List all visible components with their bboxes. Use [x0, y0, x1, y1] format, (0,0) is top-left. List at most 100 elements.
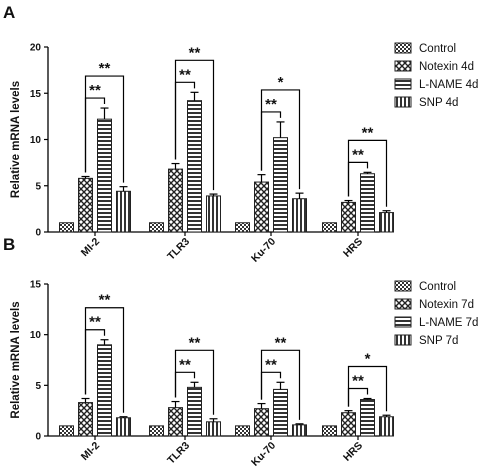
- bar-mi-2-l-name-4d: [97, 118, 112, 233]
- significance-label: **: [352, 373, 364, 390]
- significance-bracket: [84, 307, 125, 413]
- x-tick-label-mi-2: MI-2: [79, 236, 102, 259]
- bar-ku-70-control: [235, 222, 250, 233]
- significance-label: **: [179, 66, 191, 83]
- significance-bracket: [347, 365, 388, 412]
- legend-label: L-NAME 7d: [419, 317, 478, 329]
- bar-ku-70-l-name-7d: [273, 388, 288, 437]
- legend-swatch: [394, 78, 412, 90]
- y-tick-label: 10: [30, 135, 42, 146]
- panel-b: B Relative mRNA levels 0 5 10 15 MI-2 ** ** TLR3 *…: [3, 235, 478, 469]
- significance-label: **: [189, 44, 201, 61]
- bar-hrs-l-name-7d: [360, 399, 375, 437]
- y-tick-label: 15: [30, 280, 42, 291]
- panel-a: A Relative mRNA levels 0 5 10 15 20 MI-2 ** ** TLR…: [3, 3, 478, 265]
- legend-label: Control: [419, 43, 456, 55]
- significance-label: **: [99, 60, 111, 77]
- legend-label: Notexin 7d: [419, 299, 474, 311]
- legend-label: L-NAME 4d: [419, 79, 478, 91]
- bar-mi-2-notexin-4d: [78, 177, 93, 233]
- panel-letter: A: [3, 3, 15, 22]
- bar-hrs-control: [322, 425, 337, 437]
- legend-swatch: [394, 280, 412, 292]
- bar-mi-2-control: [59, 425, 74, 437]
- significance-bracket: [260, 89, 301, 190]
- x-tick-label-hrs: HRS: [341, 440, 365, 464]
- bar-hrs-notexin-7d: [341, 412, 356, 437]
- bar-mi-2-snp-4d: [116, 190, 131, 233]
- bar-tlr3-snp-4d: [206, 195, 221, 233]
- x-tick-label-mi-2: MI-2: [79, 440, 102, 463]
- significance-label: **: [352, 146, 364, 163]
- bar-tlr3-l-name-7d: [187, 386, 202, 437]
- panel-letter: B: [3, 235, 15, 254]
- legend-swatch: [394, 42, 412, 54]
- legend-swatch: [394, 316, 412, 328]
- bar-ku-70-snp-7d: [292, 424, 307, 437]
- significance-bracket: [260, 349, 301, 420]
- bar-hrs-l-name-4d: [360, 173, 375, 233]
- y-tick-label: 10: [30, 330, 42, 341]
- legend-label: Notexin 4d: [419, 61, 474, 73]
- significance-label: **: [265, 356, 277, 373]
- bar-tlr3-notexin-4d: [168, 168, 183, 233]
- legend-label: Control: [419, 281, 456, 293]
- x-tick-label-ku-70: Ku-70: [249, 440, 278, 469]
- y-tick-label: 20: [30, 43, 42, 54]
- bar-hrs-notexin-4d: [341, 201, 356, 233]
- bar-tlr3-notexin-7d: [168, 407, 183, 437]
- significance-label: **: [275, 334, 287, 351]
- bar-ku-70-snp-4d: [292, 198, 307, 233]
- y-tick-label: 15: [30, 89, 42, 100]
- legend: Control Notexin 7d L-NAME 7d SNP 7d: [394, 280, 478, 347]
- bar-mi-2-snp-7d: [116, 417, 131, 437]
- legend: Control Notexin 4d L-NAME 4d SNP 4d: [394, 42, 478, 109]
- y-tick-label: 5: [35, 381, 41, 392]
- bar-hrs-control: [322, 222, 337, 233]
- bar-mi-2-notexin-7d: [78, 402, 93, 437]
- legend-swatch: [394, 298, 412, 310]
- bar-hrs-snp-7d: [379, 416, 394, 437]
- bar-ku-70-notexin-4d: [254, 181, 269, 233]
- significance-label: **: [99, 292, 111, 309]
- legend-swatch: [394, 334, 412, 346]
- significance-label: **: [265, 96, 277, 113]
- legend-swatch: [394, 96, 412, 108]
- bar-tlr3-control: [149, 425, 164, 437]
- significance-label: *: [278, 74, 284, 91]
- significance-label: **: [362, 124, 374, 141]
- significance-label: **: [179, 356, 191, 373]
- y-tick-label: 5: [35, 181, 41, 192]
- significance-bracket: [174, 349, 215, 415]
- y-tick-label: 0: [35, 432, 41, 443]
- x-tick-label-ku-70: Ku-70: [249, 236, 278, 265]
- legend-label: SNP 7d: [419, 335, 458, 347]
- bar-tlr3-snp-7d: [206, 421, 221, 437]
- significance-label: *: [365, 351, 371, 368]
- y-axis-label: Relative mRNA levels: [10, 81, 22, 198]
- y-axis-label: Relative mRNA levels: [10, 301, 22, 418]
- bar-tlr3-control: [149, 222, 164, 233]
- significance-bracket: [174, 59, 215, 191]
- y-tick-label: 0: [35, 228, 41, 239]
- significance-label: **: [89, 314, 101, 331]
- significance-label: **: [189, 334, 201, 351]
- significance-label: **: [89, 82, 101, 99]
- bar-mi-2-l-name-7d: [97, 344, 112, 437]
- legend-swatch: [394, 60, 412, 72]
- x-tick-label-tlr3: TLR3: [165, 440, 192, 467]
- bar-ku-70-notexin-7d: [254, 408, 269, 437]
- bar-tlr3-l-name-4d: [187, 100, 202, 233]
- significance-bracket: [84, 75, 125, 183]
- bar-ku-70-control: [235, 425, 250, 437]
- significance-bracket: [347, 139, 388, 207]
- bar-hrs-snp-4d: [379, 212, 394, 233]
- x-tick-label-hrs: HRS: [341, 236, 365, 260]
- bar-mi-2-control: [59, 222, 74, 233]
- legend-label: SNP 4d: [419, 97, 458, 109]
- bar-ku-70-l-name-4d: [273, 137, 288, 233]
- x-tick-label-tlr3: TLR3: [165, 236, 192, 263]
